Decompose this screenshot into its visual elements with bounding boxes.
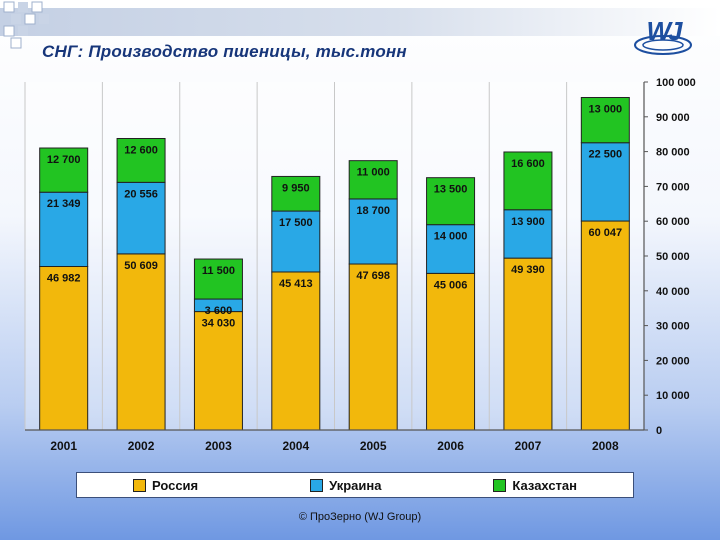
axes: 0 10 000 20 000 30 000 40 000 50 000 60 000 70 … [25, 77, 696, 453]
data-label-kazakhstan-2003: 11 500 [202, 265, 235, 277]
bar-ukraine-2008 [580, 142, 630, 222]
x-tick-label: 2002 [128, 439, 155, 453]
legend-label-russia: Россия [151, 477, 199, 493]
y-tick-label: 20 000 [656, 355, 690, 367]
y-tick-label: 100 000 [656, 77, 696, 89]
bar-kazakhstan-2007 [503, 151, 553, 211]
x-tick-label: 2005 [360, 439, 387, 453]
data-label-ukraine-2004: 17 500 [279, 217, 313, 229]
y-tick-label: 0 [656, 425, 662, 437]
bar-kazakhstan-2006 [426, 177, 476, 226]
bar-russia-2005 [348, 263, 398, 431]
bar-ukraine-2002 [116, 181, 166, 255]
y-tick-label: 50 000 [656, 251, 690, 263]
bar-russia-2002 [116, 253, 166, 431]
legend-item-russia: Россия [132, 477, 199, 493]
legend-swatch-kazakhstan [493, 478, 507, 492]
bar-kazakhstan-2002 [116, 137, 166, 183]
bar-ukraine-2006 [426, 224, 476, 274]
bar-ukraine-2001 [39, 191, 89, 268]
data-label-ukraine-2003: 3 600 [205, 305, 233, 317]
data-label-kazakhstan-2001: 12 700 [47, 154, 81, 166]
bar-russia-2008 [580, 220, 630, 431]
data-label-ukraine-2002: 20 556 [124, 188, 158, 200]
wj-logo: WJ [632, 14, 694, 64]
bar-ukraine-2005 [348, 198, 398, 265]
y-tick-label: 40 000 [656, 286, 690, 298]
copyright-text: © ПроЗерно (WJ Group) [298, 511, 422, 523]
y-tick-label: 90 000 [656, 112, 690, 124]
legend-label-ukraine: Украина [329, 477, 382, 493]
data-label-russia-2008: 60 047 [588, 227, 622, 239]
legend-item-ukraine: Украина [310, 478, 381, 493]
x-tick-label: 2008 [592, 439, 619, 453]
bar-kazakhstan-2001 [39, 147, 89, 193]
data-label-ukraine-2007: 13 900 [511, 216, 545, 228]
bar-kazakhstan-2003 [193, 258, 243, 300]
data-label-kazakhstan-2004: 9 950 [282, 182, 310, 194]
x-tick-label: 2007 [515, 439, 542, 453]
logo-graphic [634, 35, 692, 55]
bar-russia-2007 [503, 257, 553, 431]
decorative-squares [3, 1, 49, 49]
data-label-russia-2007: 49 390 [511, 264, 545, 276]
data-label-russia-2002: 50 609 [124, 260, 158, 272]
data-label-kazakhstan-2007: 16 600 [511, 158, 545, 170]
data-label-russia-2006: 45 006 [434, 279, 468, 291]
data-label-kazakhstan-2002: 12 600 [124, 144, 158, 156]
bar-russia-2001 [39, 266, 89, 431]
bar-kazakhstan-2005 [348, 160, 398, 200]
logo-text: WJ [646, 16, 683, 46]
data-label-kazakhstan-2006: 13 500 [434, 184, 468, 196]
slide-title: СНГ: Производство пшеницы, тыс.тонн [42, 42, 407, 61]
data-label-ukraine-2001: 21 349 [47, 198, 81, 210]
bars [39, 96, 630, 431]
wheat-production-chart: 46 982 21 349 12 700 50 609 20 556 12 600 34 0… [24, 77, 696, 453]
legend-swatch-ukraine [310, 478, 324, 492]
x-tick-label: 2004 [282, 439, 309, 453]
data-label-russia-2003: 34 030 [202, 318, 236, 330]
data-label-kazakhstan-2005: 11 000 [357, 167, 390, 179]
data-label-russia-2004: 45 413 [279, 278, 313, 290]
data-label-ukraine-2008: 22 500 [588, 149, 622, 161]
bar-kazakhstan-2008 [580, 96, 630, 144]
y-tick-label: 60 000 [656, 216, 690, 228]
bar-kazakhstan-2004 [271, 175, 321, 212]
y-tick-label: 30 000 [656, 321, 690, 333]
bar-russia-2004 [271, 271, 321, 431]
chart-legend: Россия Украина Казахстан [76, 472, 634, 498]
y-tick-label: 10 000 [656, 390, 690, 402]
bar-russia-2003 [193, 311, 243, 431]
bar-russia-2006 [426, 272, 476, 431]
x-tick-label: 2006 [437, 439, 464, 453]
data-label-ukraine-2006: 14 000 [434, 231, 468, 243]
data-labels: 46 982 21 349 12 700 50 609 20 556 12 600 34 0… [47, 103, 622, 329]
data-label-kazakhstan-2008: 13 000 [588, 103, 622, 115]
legend-swatch-russia [132, 478, 146, 492]
bar-ukraine-2004 [271, 210, 321, 273]
data-label-russia-2001: 46 982 [47, 273, 81, 285]
y-tick-label: 70 000 [656, 181, 690, 193]
data-label-ukraine-2005: 18 700 [356, 205, 390, 217]
legend-item-kazakhstan: Казахстан [493, 478, 577, 493]
y-tick-label: 80 000 [656, 147, 690, 159]
bar-ukraine-2007 [503, 209, 553, 259]
title-band [0, 8, 720, 36]
x-tick-label: 2003 [205, 439, 232, 453]
x-tick-label: 2001 [50, 439, 77, 453]
legend-label-kazakhstan: Казахстан [512, 477, 578, 493]
data-label-russia-2005: 47 698 [356, 270, 390, 282]
